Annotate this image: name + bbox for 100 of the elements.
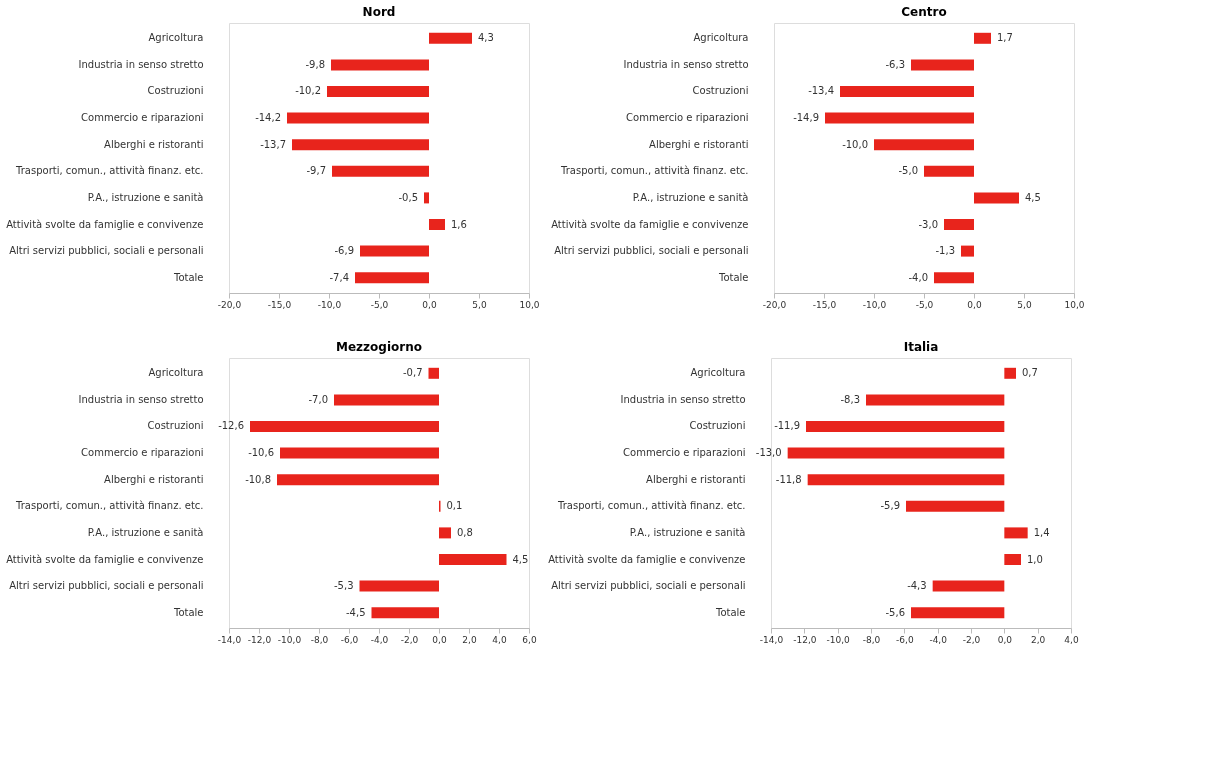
x-tick-label: 5,0 — [1017, 299, 1032, 310]
x-tick-label: 10,0 — [519, 299, 540, 310]
x-tick-label: 10,0 — [1064, 299, 1085, 310]
x-tick-label: -10,0 — [862, 299, 887, 310]
x-tick-label: -5,0 — [915, 299, 934, 310]
y-tick-label: Alberghi e ristoranti — [646, 473, 746, 485]
data-label: 4,3 — [478, 32, 494, 44]
x-tick-label: 6,0 — [522, 634, 537, 645]
bar — [429, 219, 445, 230]
x-tick-label: 5,0 — [472, 299, 487, 310]
data-label: -14,2 — [255, 112, 281, 124]
bar — [439, 527, 451, 539]
y-tick-label: Totale — [717, 271, 749, 283]
x-tick-label: -5,0 — [370, 299, 389, 310]
data-label: -0,7 — [402, 367, 423, 379]
y-tick-label: Costruzioni — [689, 420, 746, 432]
y-tick-label: Alberghi e ristoranti — [104, 138, 204, 150]
y-tick-label: Totale — [714, 606, 746, 618]
y-tick-label: Commercio e riparazioni — [81, 112, 204, 124]
data-label: 4,5 — [512, 553, 529, 565]
data-label: 1,6 — [451, 218, 467, 230]
x-tick-label: -14,0 — [217, 634, 242, 645]
y-tick-label: Altri servizi pubblici, sociali e personali — [551, 580, 746, 592]
bar — [1004, 554, 1021, 565]
x-tick-label: 0,0 — [422, 299, 437, 310]
y-tick-label: P.A., istruzione e sanità — [87, 191, 204, 203]
x-tick-label: -10,0 — [826, 634, 851, 645]
data-label: -4,0 — [908, 271, 928, 283]
bar — [974, 32, 991, 44]
bar — [287, 112, 429, 124]
bar — [874, 139, 974, 151]
x-tick-label: -20,0 — [762, 299, 787, 310]
x-tick-label: -20,0 — [217, 299, 242, 310]
y-tick-label: Attività svolte da famiglie e convivenze — [6, 218, 204, 230]
data-label: -5,6 — [885, 606, 905, 618]
x-tick-label: 4,0 — [492, 634, 507, 645]
y-tick-label: Costruzioni — [147, 85, 204, 97]
x-tick-label: -6,0 — [340, 634, 359, 645]
x-tick-label: 0,0 — [967, 299, 982, 310]
bar — [924, 165, 974, 177]
y-tick-label: Industria in senso stretto — [620, 393, 746, 405]
bar — [974, 192, 1019, 204]
bar — [906, 500, 1005, 512]
bar — [429, 32, 472, 44]
data-label: -8,3 — [840, 393, 860, 405]
y-tick-label: Totale — [172, 606, 204, 618]
x-tick-label: -15,0 — [267, 299, 292, 310]
x-tick-label: -10,0 — [277, 634, 302, 645]
data-label: -14,9 — [793, 112, 819, 124]
bar — [355, 272, 429, 284]
bar — [334, 394, 439, 406]
data-label: -10,2 — [295, 85, 321, 97]
bar — [332, 165, 429, 177]
data-label: -6,3 — [885, 58, 905, 70]
data-label: 1,0 — [1027, 553, 1043, 565]
bar — [944, 219, 974, 230]
data-label: -4,3 — [907, 580, 927, 592]
x-tick-label: -10,0 — [317, 299, 342, 310]
data-label: -13,0 — [755, 447, 782, 459]
bar — [292, 139, 429, 151]
x-tick-label: 2,0 — [1031, 634, 1046, 645]
bar — [371, 607, 439, 619]
bar — [439, 554, 507, 565]
y-tick-label: Agricoltura — [148, 32, 204, 44]
data-label: -10,6 — [248, 447, 274, 459]
data-label: 0,1 — [446, 500, 463, 512]
bar — [331, 59, 429, 71]
y-tick-label: Trasporti, comun., attività finanz. etc. — [557, 500, 746, 512]
chart-title: Mezzogiorno — [336, 340, 422, 354]
data-label: -7,4 — [329, 271, 349, 283]
data-label: -11,9 — [774, 420, 800, 432]
bar — [866, 394, 1005, 406]
data-label: -6,9 — [334, 245, 354, 257]
y-tick-label: Altri servizi pubblici, sociali e personali — [554, 245, 749, 257]
y-tick-label: Totale — [172, 271, 204, 283]
y-tick-label: Alberghi e ristoranti — [649, 138, 749, 150]
data-label: -9,7 — [306, 165, 326, 177]
x-tick-label: -8,0 — [862, 634, 881, 645]
bar — [1004, 367, 1016, 379]
y-tick-label: Industria in senso stretto — [623, 58, 749, 70]
bar — [359, 580, 439, 592]
x-tick-label: -8,0 — [310, 634, 329, 645]
bar — [428, 367, 439, 379]
data-label: 1,7 — [997, 32, 1013, 44]
bar — [911, 59, 974, 71]
data-label: 4,5 — [1025, 191, 1041, 203]
y-tick-label: Trasporti, comun., attività finanz. etc. — [560, 165, 749, 177]
bar — [1004, 527, 1028, 539]
bar — [280, 447, 439, 459]
y-tick-label: Costruzioni — [692, 85, 749, 97]
data-label: -11,8 — [775, 473, 802, 485]
y-tick-label: Industria in senso stretto — [78, 393, 204, 405]
data-label: -5,0 — [898, 165, 918, 177]
data-label: -10,0 — [842, 138, 868, 150]
bar — [807, 474, 1005, 486]
y-tick-label: Altri servizi pubblici, sociali e personali — [9, 245, 204, 257]
chart-title: Nord — [362, 5, 396, 19]
data-label: -9,8 — [305, 58, 325, 70]
bar — [934, 272, 974, 284]
bar — [277, 474, 439, 486]
